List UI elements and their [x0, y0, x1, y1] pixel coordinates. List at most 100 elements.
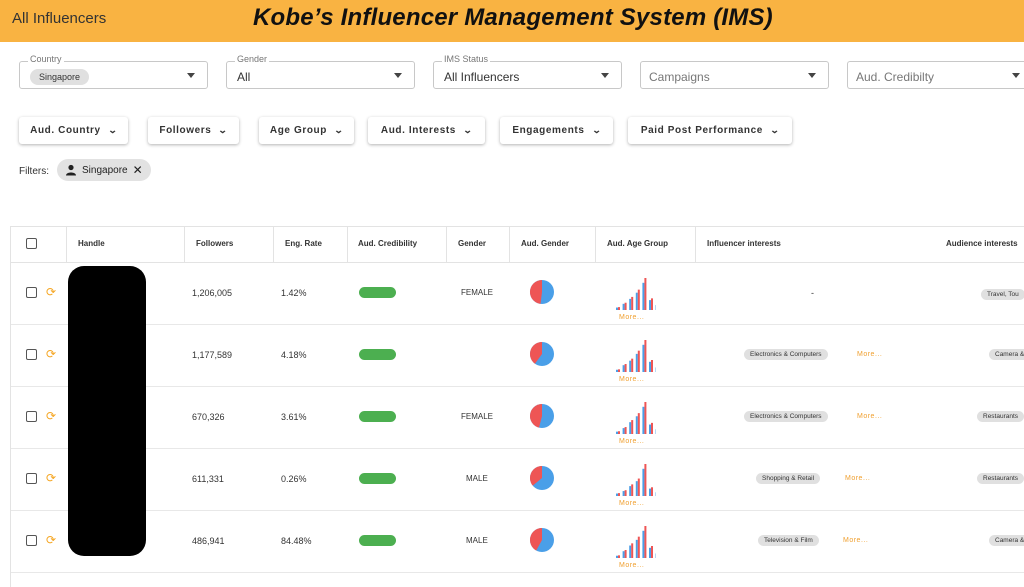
table-row[interactable]: ⟳ 1,206,005 1.42% FEMALE More... - Trave…: [11, 262, 1024, 325]
row-checkbox[interactable]: [26, 411, 37, 422]
age-bar-female: [638, 479, 640, 496]
age-bar-female: [618, 307, 620, 310]
campaigns-select[interactable]: Campaigns: [640, 61, 829, 89]
interests-more-link[interactable]: More...: [845, 475, 870, 482]
eng-rate-cell: 0.26%: [281, 474, 307, 484]
dropdown-arrow-icon: [187, 73, 195, 78]
select-all-checkbox[interactable]: [26, 238, 37, 249]
column-divider: [446, 227, 447, 262]
row-checkbox[interactable]: [26, 535, 37, 546]
chevron-down-icon: ⌄: [218, 125, 229, 136]
influencer-interest-tag: Shopping & Retail: [756, 473, 820, 484]
table-row[interactable]: ⟳ 670,326 3.61% FEMALE More... Electroni…: [11, 386, 1024, 449]
age-more-link[interactable]: More...: [619, 500, 644, 507]
button-label: Aud. Country: [30, 125, 101, 136]
influencer-interest-tag: Television & Film: [758, 535, 819, 546]
aud-gender-pie: [529, 465, 555, 491]
age-bar-male: [636, 293, 638, 310]
column-header-followers[interactable]: Followers: [196, 239, 233, 248]
paid-post-performance-filter-button[interactable]: Paid Post Performance⌄: [628, 117, 792, 144]
age-bar-male: [636, 481, 638, 496]
sync-icon[interactable]: ⟳: [46, 534, 56, 546]
all-influencers-tab[interactable]: All Influencers: [12, 10, 106, 27]
audience-interest-tag: Restaurants: [977, 411, 1024, 422]
age-bar-male: [636, 540, 638, 558]
country-select[interactable]: Country Singapore: [19, 61, 208, 89]
column-header-aud-age-group[interactable]: Aud. Age Group: [607, 239, 668, 248]
column-divider: [347, 227, 348, 262]
sync-icon[interactable]: ⟳: [46, 286, 56, 298]
age-bar-female: [625, 550, 627, 558]
ims-status-select[interactable]: IMS Status All Influencers: [433, 61, 622, 89]
age-more-link[interactable]: More...: [619, 376, 644, 383]
age-group-filter-button[interactable]: Age Group ⌄: [259, 117, 354, 144]
age-bar-female: [651, 487, 653, 496]
table-row[interactable]: ⟳ 486,941 84.48% MALE More... Television…: [11, 510, 1024, 573]
age-bar-female: [638, 290, 640, 310]
interests-more-link[interactable]: More...: [857, 351, 882, 358]
interests-more-link[interactable]: More...: [843, 537, 868, 544]
age-bar-male: [649, 489, 651, 496]
age-bar-male: [642, 407, 644, 434]
age-more-link[interactable]: More...: [619, 438, 644, 445]
age-bar-male: [623, 551, 625, 558]
credibility-bar: [359, 473, 396, 484]
age-more-link[interactable]: More...: [619, 562, 644, 569]
eng-rate-cell: 84.48%: [281, 536, 312, 546]
aud-credibility-placeholder: Aud. Credibilty: [856, 70, 934, 84]
column-header-gender[interactable]: Gender: [458, 239, 486, 248]
chevron-down-icon: ⌄: [334, 125, 345, 136]
age-bar-female: [631, 297, 633, 310]
audience-interest-tag: Restaurants: [977, 473, 1024, 484]
button-label: Age Group: [270, 125, 327, 136]
column-header-influencer-interests[interactable]: Influencer interests: [707, 239, 781, 248]
age-bar-male: [623, 304, 625, 310]
aud-interests-filter-button[interactable]: Aud. Interests⌄: [368, 117, 485, 144]
aud-credibility-select[interactable]: Aud. Credibilty: [847, 61, 1024, 89]
age-bar-female: [644, 402, 646, 434]
aud-country-filter-button[interactable]: Aud. Country⌄: [19, 117, 128, 144]
age-bar-male: [629, 422, 631, 434]
aud-age-group-chart: [614, 338, 656, 372]
page-title: Kobe’s Influencer Management System (IMS…: [253, 4, 773, 32]
sync-icon[interactable]: ⟳: [46, 472, 56, 484]
ims-status-label: IMS Status: [442, 54, 490, 64]
engagements-filter-button[interactable]: Engagements⌄: [500, 117, 613, 144]
age-bar-female: [651, 360, 653, 372]
active-filter-chip[interactable]: Singapore ✕: [57, 159, 151, 181]
sync-icon[interactable]: ⟳: [46, 410, 56, 422]
age-bar-male: [623, 428, 625, 434]
table-row[interactable]: ⟳ 611,331 0.26% MALE More... Shopping & …: [11, 448, 1024, 511]
row-checkbox[interactable]: [26, 473, 37, 484]
column-header-eng-rate[interactable]: Eng. Rate: [285, 239, 322, 248]
column-divider: [509, 227, 510, 262]
country-chip[interactable]: Singapore: [30, 69, 89, 85]
row-checkbox[interactable]: [26, 287, 37, 298]
column-header-audience-interests[interactable]: Audience interests: [946, 239, 1018, 248]
gender-cell: MALE: [466, 536, 488, 545]
aud-gender-pie: [529, 279, 555, 305]
gender-select[interactable]: Gender All: [226, 61, 415, 89]
eng-rate-cell: 3.61%: [281, 412, 307, 422]
credibility-bar: [359, 287, 396, 298]
audience-interest-tag: Camera &: [989, 535, 1024, 546]
dropdown-arrow-icon: [808, 73, 816, 78]
followers-filter-button[interactable]: Followers⌄: [148, 117, 239, 144]
followers-cell: 670,326: [192, 412, 225, 422]
close-icon[interactable]: ✕: [133, 163, 143, 177]
aud-age-group-chart: [614, 524, 656, 558]
age-bar-female: [651, 546, 653, 558]
chevron-down-icon: ⌄: [591, 125, 602, 136]
age-more-link[interactable]: More...: [619, 314, 644, 321]
row-checkbox[interactable]: [26, 349, 37, 360]
filter-chip-label: Singapore: [82, 165, 128, 176]
influencer-interest-tag: Electronics & Computers: [744, 411, 828, 422]
column-header-aud-credibility[interactable]: Aud. Credibility: [358, 239, 417, 248]
age-bar-male: [616, 308, 618, 310]
age-bar-female: [644, 526, 646, 558]
column-header-handle[interactable]: Handle: [78, 239, 105, 248]
column-header-aud-gender[interactable]: Aud. Gender: [521, 239, 569, 248]
interests-more-link[interactable]: More...: [857, 413, 882, 420]
sync-icon[interactable]: ⟳: [46, 348, 56, 360]
table-row[interactable]: ⟳ 1,177,589 4.18% More... Electronics & …: [11, 324, 1024, 387]
